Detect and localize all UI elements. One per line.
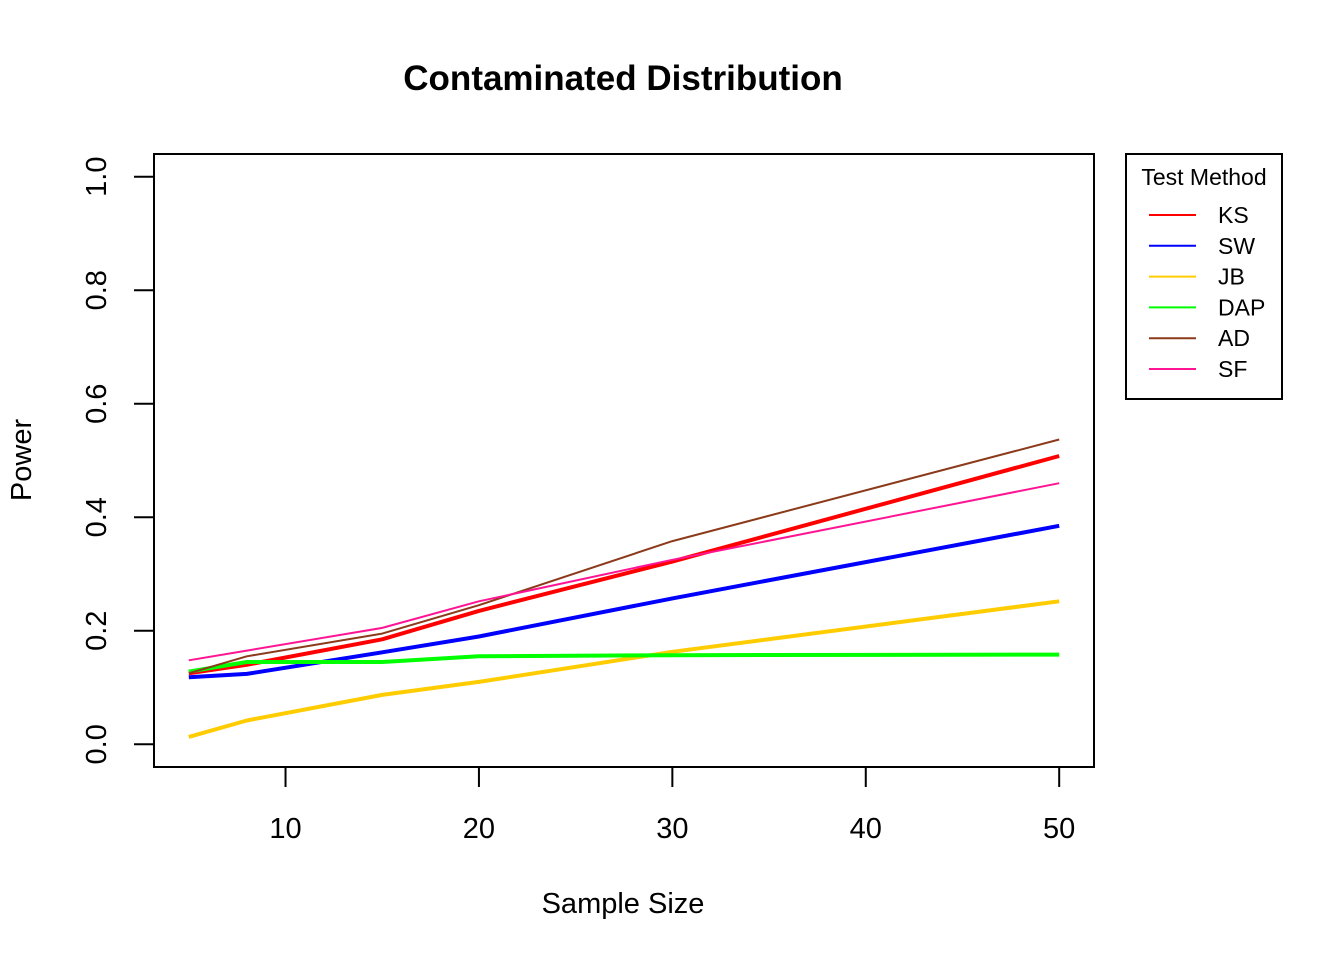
series-line-dap: [188, 652, 1060, 674]
y-tick-label: 0.2: [81, 611, 113, 651]
y-tick-label: 0.0: [81, 724, 113, 764]
y-axis: 0.0 0.2 0.4 0.6 0.8 1.0: [81, 157, 154, 764]
legend: Test Method KS SW JB DAP AD SF: [1125, 153, 1283, 400]
legend-items: KS SW JB DAP AD SF: [1149, 202, 1265, 382]
y-tick-label: 0.8: [81, 270, 113, 310]
legend-label-jb: JB: [1218, 264, 1245, 290]
x-tick-label: 20: [463, 813, 495, 845]
legend-label-ks: KS: [1218, 202, 1249, 228]
legend-label-dap: DAP: [1218, 294, 1265, 320]
y-tick-label: 0.4: [81, 497, 113, 537]
x-tick-label: 40: [850, 813, 882, 845]
y-tick-label: 1.0: [81, 157, 113, 197]
series-line-ks: [188, 454, 1060, 676]
y-tick-label: 0.6: [81, 384, 113, 424]
x-axis: 10 20 30 40 50: [269, 767, 1075, 845]
series-line-sw: [188, 523, 1060, 680]
legend-label-sw: SW: [1218, 233, 1255, 259]
y-axis-label: Power: [6, 419, 38, 502]
x-tick-label: 30: [656, 813, 688, 845]
series-line-ad: [188, 438, 1060, 675]
legend-label-sf: SF: [1218, 356, 1247, 382]
legend-title: Test Method: [1141, 164, 1266, 190]
x-axis-label: Sample Size: [542, 888, 705, 920]
series-line-sf: [188, 482, 1060, 662]
legend-label-ad: AD: [1218, 325, 1250, 351]
plot-frame: [153, 153, 1095, 768]
chart-title: Contaminated Distribution: [403, 59, 842, 98]
series-layer: [188, 438, 1060, 739]
x-tick-label: 50: [1043, 813, 1075, 845]
series-line-jb: [188, 599, 1060, 739]
x-tick-label: 10: [269, 813, 301, 845]
